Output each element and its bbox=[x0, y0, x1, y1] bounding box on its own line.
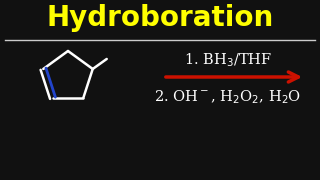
Text: Hydroboration: Hydroboration bbox=[46, 4, 274, 32]
Text: 2. OH$^-$, H$_2$O$_2$, H$_2$O: 2. OH$^-$, H$_2$O$_2$, H$_2$O bbox=[154, 88, 302, 106]
Text: 1. BH$_3$/THF: 1. BH$_3$/THF bbox=[184, 51, 272, 69]
